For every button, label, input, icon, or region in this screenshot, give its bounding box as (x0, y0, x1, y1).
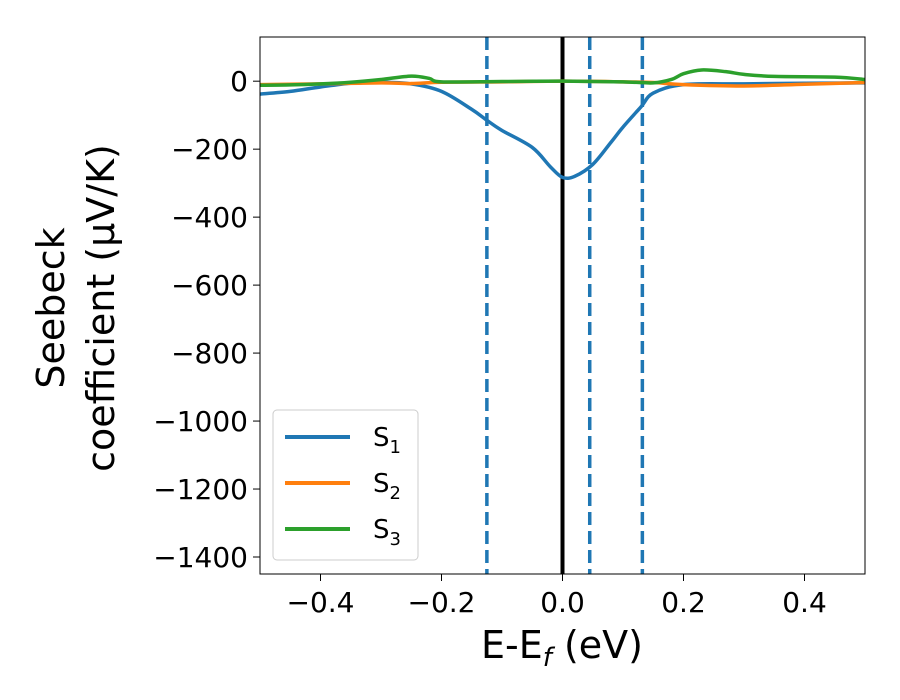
x-axis-title: E-Ef (eV) (481, 623, 643, 673)
x-tick-label: −0.2 (408, 586, 476, 619)
y-axis-title-line1: Seebeck (29, 227, 73, 388)
y-tick-label: −600 (171, 269, 248, 302)
x-tick-label: 0.4 (782, 586, 827, 619)
x-tick-label: −0.4 (287, 586, 355, 619)
y-axis-title: Seebeck coefficient (μV/K) (29, 144, 123, 472)
x-tick-label: 0.2 (661, 586, 706, 619)
y-tick-label: −200 (171, 133, 248, 166)
reference-lines (485, 37, 645, 574)
y-axis: 0 −200 −400 −600 −800 −1000 −1200 −1400 (153, 65, 260, 574)
x-tick-label: 0.0 (540, 586, 585, 619)
y-tick-label: −800 (171, 337, 248, 370)
y-tick-label: −1400 (153, 541, 248, 574)
y-tick-label: 0 (230, 65, 248, 98)
y-tick-label: −400 (171, 201, 248, 234)
y-tick-label: −1000 (153, 405, 248, 438)
y-axis-title-line2: coefficient (μV/K) (79, 144, 123, 472)
y-tick-label: −1200 (153, 473, 248, 506)
series-line-s3 (260, 68, 865, 88)
series-lines (260, 68, 865, 181)
x-axis: −0.4 −0.2 0.0 0.2 0.4 (287, 574, 827, 619)
